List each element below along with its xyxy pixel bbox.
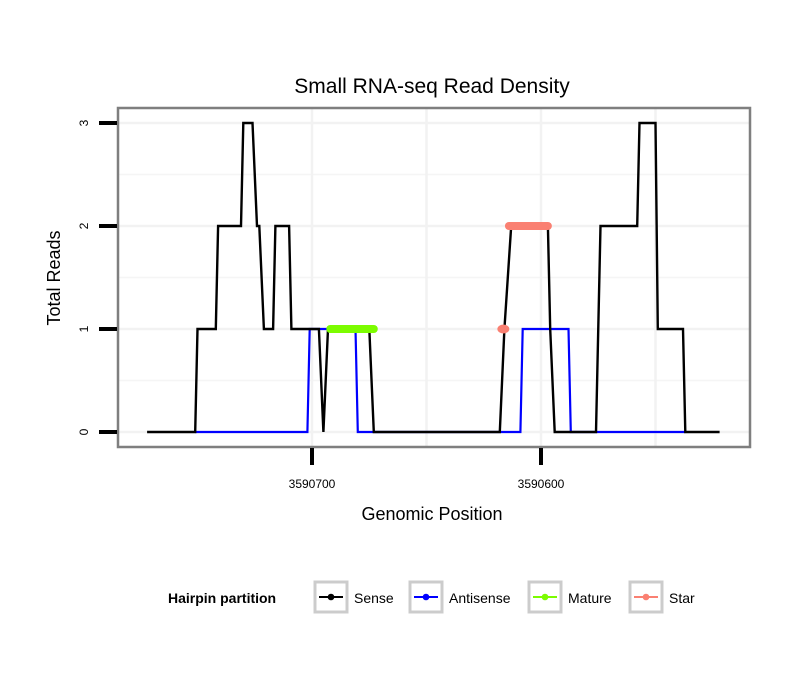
legend-label: Sense	[354, 590, 394, 606]
chart-title: Small RNA-seq Read Density	[294, 75, 570, 98]
legend-entry-mature: Mature	[527, 580, 612, 614]
x-axis-title: Genomic Position	[361, 504, 502, 524]
legend-label: Antisense	[449, 590, 511, 606]
legend: Hairpin partition Sense Antisense Mature St…	[168, 580, 695, 614]
x-tick-label: 3590600	[518, 477, 565, 491]
legend-entries: Sense Antisense Mature Star	[313, 580, 695, 614]
y-tick-label: 2	[77, 222, 91, 229]
legend-entry-sense: Sense	[313, 580, 394, 614]
legend-entry-star: Star	[628, 580, 695, 614]
x-axis: 3590700 3590600	[289, 448, 565, 491]
legend-label: Mature	[568, 590, 612, 606]
legend-key-point	[541, 593, 549, 601]
y-tick-label: 0	[77, 428, 91, 435]
y-tick-label: 1	[77, 325, 91, 332]
series-layer	[147, 121, 720, 434]
plot-border	[116, 106, 752, 449]
legend-label: Star	[669, 590, 695, 606]
plot-panel	[116, 106, 752, 449]
legend-key-point	[422, 593, 430, 601]
y-axis-title: Total Reads	[44, 230, 64, 325]
legend-title: Hairpin partition	[168, 590, 276, 606]
y-axis: 0 1 2 3	[77, 119, 117, 435]
legend-key-point	[327, 593, 335, 601]
series-point-star	[497, 324, 510, 334]
legend-key-point	[642, 593, 650, 601]
legend-entry-antisense: Antisense	[408, 580, 511, 614]
x-tick-label: 3590700	[289, 477, 336, 491]
y-tick-label: 3	[77, 119, 91, 126]
